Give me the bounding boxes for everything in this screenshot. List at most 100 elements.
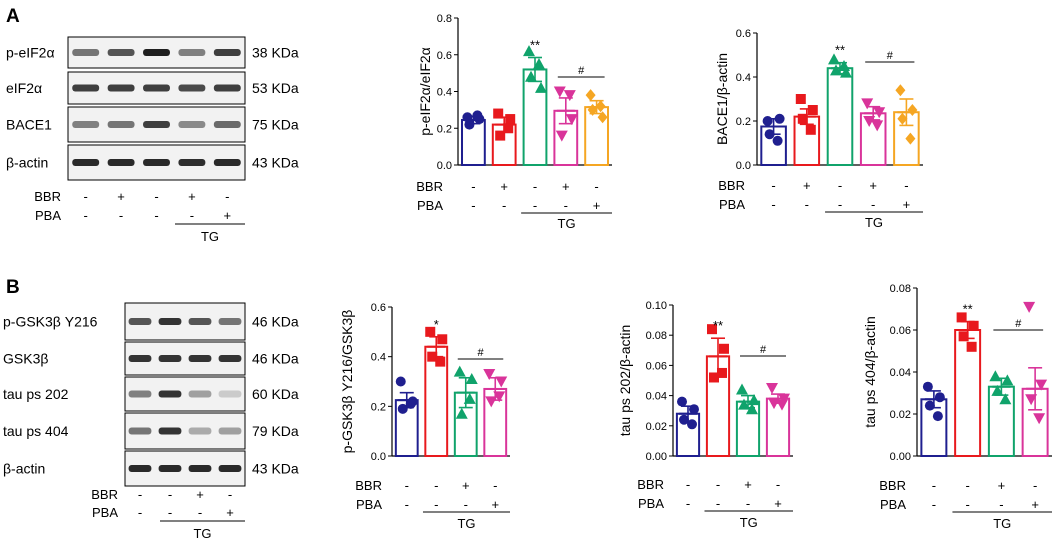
- pba-sign: +: [226, 505, 234, 520]
- blot-band: [178, 159, 206, 166]
- data-point: [991, 384, 1004, 396]
- tg-group-label: TG: [193, 526, 211, 541]
- data-point: [1025, 394, 1038, 406]
- bbr-label: BBR: [637, 477, 664, 492]
- y-tick-label: 0.0: [371, 451, 386, 463]
- bbr-sign: +: [562, 179, 570, 194]
- tg-group-label: TG: [865, 215, 883, 230]
- blot-size-label: 75 KDa: [252, 117, 299, 133]
- blot-band: [178, 49, 206, 56]
- data-point: [838, 60, 850, 71]
- data-point: [999, 393, 1012, 405]
- pba-sign: -: [154, 208, 158, 223]
- data-point: [427, 351, 438, 362]
- blot-band: [128, 355, 152, 362]
- data-point: [395, 376, 406, 387]
- pba-sign: -: [686, 496, 690, 511]
- bbr-sign: -: [471, 179, 475, 194]
- blot-size-label: 43 KDa: [252, 461, 299, 477]
- bbr-sign: -: [168, 487, 172, 502]
- data-point: [553, 86, 566, 98]
- blot-band: [213, 49, 241, 56]
- y-tick-label: 0.0: [437, 160, 452, 172]
- bbr-sign: -: [776, 477, 780, 492]
- y-axis-label: BACE1/β-actin: [714, 53, 730, 145]
- comparison-label: #: [477, 347, 484, 359]
- data-point: [464, 119, 475, 130]
- data-point: [503, 123, 514, 134]
- comparison-label: #: [887, 50, 894, 62]
- chart-tau-ps202-ratio: 0.00 0.02 0.04 0.06 0.08 0.10 tau ps 202/β-act…: [617, 300, 793, 530]
- pba-sign: -: [805, 197, 809, 212]
- blot-band: [213, 121, 241, 128]
- blot-band: [128, 318, 152, 325]
- data-point: [895, 84, 906, 97]
- bar: [765, 397, 791, 457]
- data-point: [932, 411, 943, 422]
- pba-sign: -: [434, 497, 438, 512]
- data-point: [766, 383, 778, 395]
- data-point: [587, 103, 598, 116]
- pba-sign: -: [771, 197, 775, 212]
- data-point: [873, 107, 886, 119]
- pba-sign: -: [138, 505, 142, 520]
- data-point: [533, 57, 545, 69]
- data-point: [748, 394, 760, 406]
- y-tick-label: 0.02: [890, 409, 911, 421]
- data-point: [565, 114, 578, 126]
- data-point: [405, 398, 416, 409]
- blot-band: [143, 121, 170, 128]
- blot-band: [188, 318, 212, 325]
- pba-sign: -: [716, 496, 720, 511]
- pba-label: PBA: [880, 497, 906, 512]
- bbr-sign: -: [228, 487, 232, 502]
- bbr-sign: -: [686, 477, 690, 492]
- y-tick-label: 0.8: [437, 13, 452, 25]
- data-point: [455, 407, 468, 419]
- pba-sign: -: [932, 497, 936, 512]
- significance-label: **: [963, 302, 973, 317]
- pba-label: PBA: [417, 198, 443, 213]
- data-point: [677, 396, 687, 407]
- y-tick-label: 0.06: [890, 325, 911, 337]
- blot-band: [107, 121, 135, 128]
- bbr-sign: -: [904, 178, 908, 193]
- bbr-sign: -: [84, 189, 88, 204]
- y-tick-label: 0.4: [736, 72, 751, 84]
- data-point: [922, 381, 933, 392]
- blot-size-label: 38 KDa: [252, 45, 299, 61]
- data-point: [797, 113, 808, 124]
- y-tick-label: 0.00: [890, 451, 911, 463]
- data-point: [495, 376, 508, 388]
- pba-sign: +: [774, 496, 782, 511]
- blot-row-label: β-actin: [6, 155, 48, 171]
- y-tick-label: 0.00: [646, 451, 667, 463]
- blot-band: [188, 465, 212, 472]
- chart-p-gsk3b-ratio: 0.0 0.2 0.4 0.6 p-GSK3β Y216/GSK3β * # BBR PBA - -…: [339, 302, 510, 531]
- data-point: [463, 392, 476, 404]
- data-point: [795, 94, 806, 104]
- data-point: [483, 369, 496, 381]
- data-point: [1035, 379, 1048, 391]
- data-point: [495, 130, 506, 141]
- tg-group-label: TG: [457, 516, 475, 531]
- blot-band: [128, 465, 152, 472]
- tg-group-label: TG: [993, 516, 1011, 531]
- data-point: [523, 45, 535, 57]
- y-axis-label: p-eIF2α/eIF2α: [417, 47, 433, 136]
- y-tick-label: 0.6: [371, 302, 386, 314]
- blot-band: [107, 49, 135, 56]
- blot-size-label: 43 KDa: [252, 155, 299, 171]
- pba-sign: +: [491, 497, 499, 512]
- bbr-label: BBR: [416, 179, 443, 194]
- comparison-label: #: [1015, 318, 1022, 330]
- blot-size-label: 53 KDa: [252, 80, 299, 96]
- bbr-sign: -: [533, 179, 537, 194]
- y-axis-label: tau ps 202/β-actin: [617, 325, 633, 437]
- blot-band: [188, 355, 212, 362]
- panel-label-b: B: [6, 277, 20, 298]
- pba-sign: -: [190, 208, 194, 223]
- blot-band: [128, 427, 152, 435]
- blot-band: [72, 84, 100, 92]
